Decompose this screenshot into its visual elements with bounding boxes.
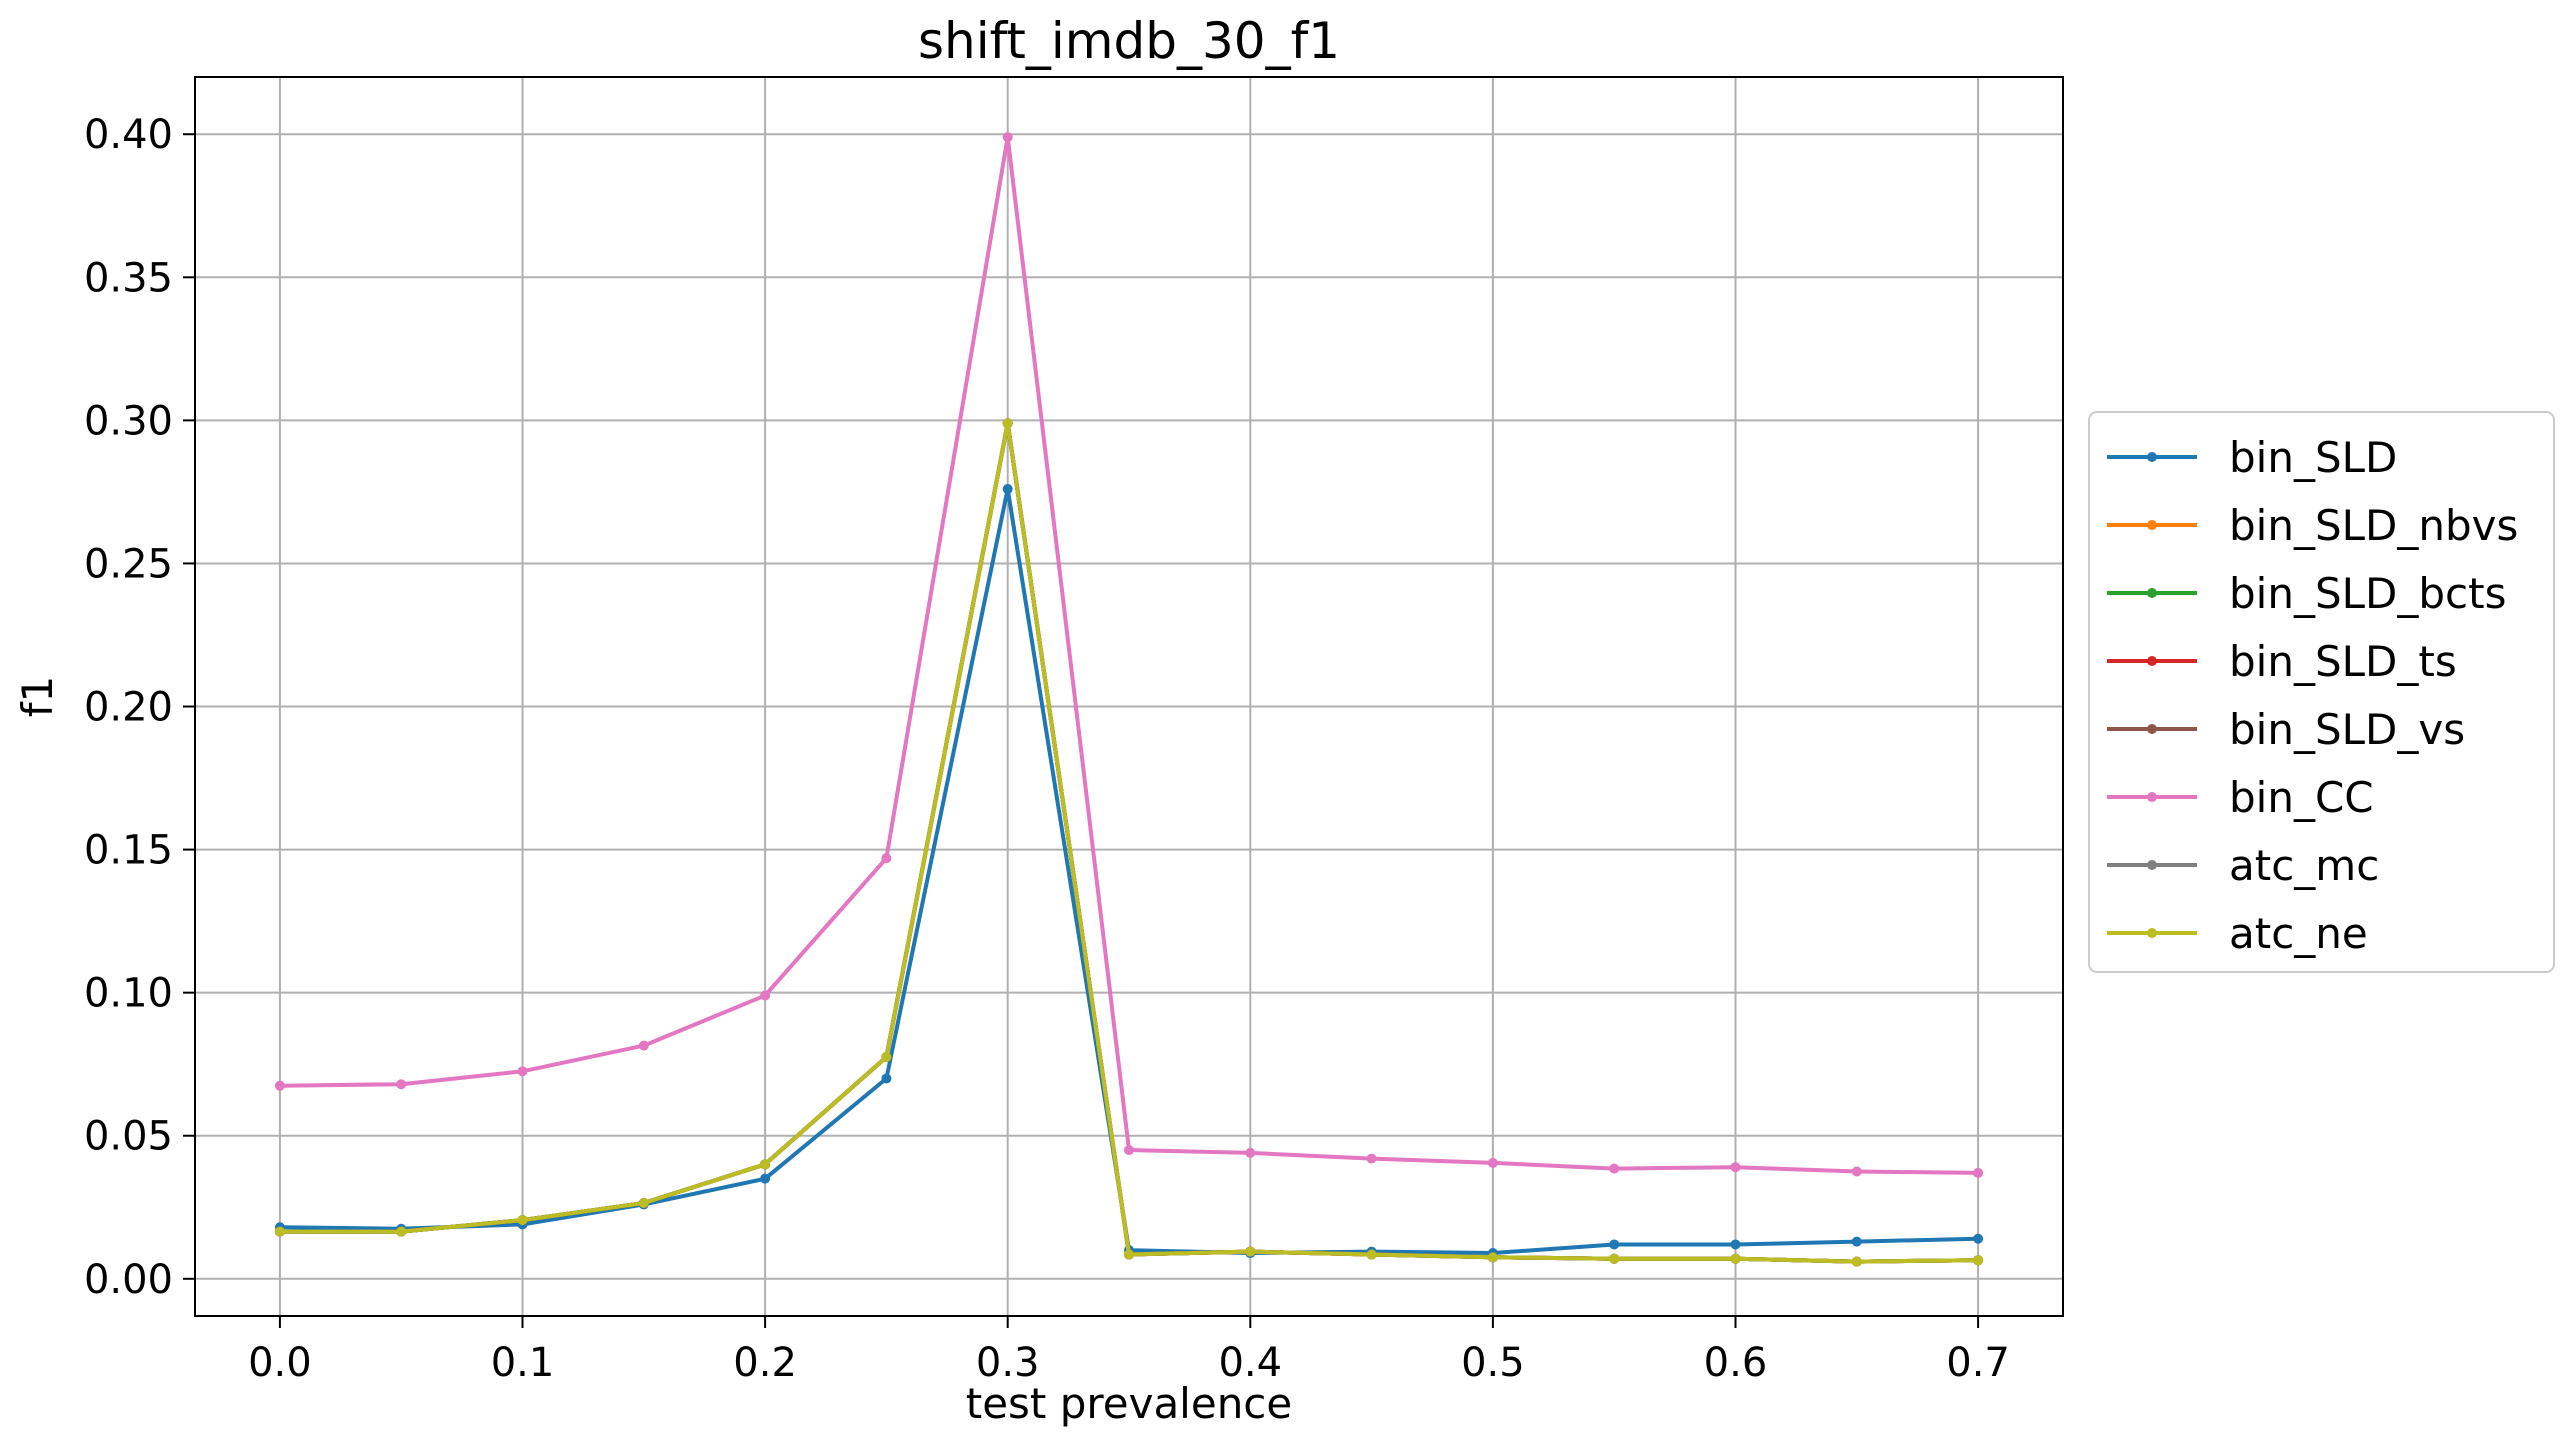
- legend-item-bin_SLD_ts: bin_SLD_ts: [2107, 637, 2457, 686]
- data-point: [1245, 1147, 1256, 1158]
- legend-item-bin_SLD_nbvs: bin_SLD_nbvs: [2107, 501, 2518, 550]
- data-point: [638, 1040, 649, 1051]
- plot-frame: [194, 76, 2064, 1317]
- x-tick-label: 0.2: [733, 1340, 797, 1386]
- legend-item-atc_ne: atc_ne: [2107, 909, 2368, 958]
- data-point: [881, 853, 892, 864]
- x-axis-label: test prevalence: [966, 1379, 1293, 1428]
- data-point: [274, 1080, 285, 1091]
- data-point: [638, 1197, 649, 1208]
- data-point: [1730, 1239, 1741, 1250]
- series-layer: [274, 132, 1984, 1267]
- data-point: [1366, 1249, 1377, 1260]
- legend-item-atc_mc: atc_mc: [2107, 841, 2379, 890]
- legend-swatch-marker: [2147, 792, 2157, 802]
- legend-item-bin_SLD: bin_SLD: [2107, 433, 2397, 482]
- data-point: [1730, 1253, 1741, 1264]
- legend: bin_SLD bin_SLD_nbvs bin_SLD_bcts bin_SLD_t…: [2088, 411, 2555, 973]
- legend-swatch-marker: [2147, 928, 2157, 938]
- series-bin_CC: [274, 132, 1984, 1178]
- ticks: 0.0 0.1 0.2 0.3 0.4 0.5 0.6 0.7 0.00 0.05 0.10 0.15…: [84, 112, 2010, 1386]
- data-point: [760, 1159, 771, 1170]
- data-point: [1851, 1236, 1862, 1247]
- legend-label: bin_SLD_vs: [2229, 705, 2465, 754]
- legend-label: atc_ne: [2229, 909, 2368, 958]
- data-point: [1973, 1255, 1984, 1266]
- legend-label: bin_CC: [2229, 773, 2374, 822]
- x-tick-label: 0.3: [976, 1340, 1040, 1386]
- x-tick-label: 0.4: [1218, 1340, 1282, 1386]
- data-point: [1609, 1253, 1620, 1264]
- legend-label: bin_SLD_ts: [2229, 637, 2457, 686]
- legend-item-bin_SLD_vs: bin_SLD_vs: [2107, 705, 2465, 754]
- legend-label: bin_SLD: [2229, 433, 2397, 482]
- data-point: [1487, 1252, 1498, 1263]
- data-point: [1366, 1153, 1377, 1164]
- data-point: [1609, 1239, 1620, 1250]
- legend-label: bin_SLD_bcts: [2229, 569, 2506, 618]
- data-point: [1609, 1163, 1620, 1174]
- chart-title: shift_imdb_30_f1: [918, 12, 1340, 70]
- series-atc_ne: [274, 418, 1984, 1267]
- data-point: [881, 1073, 892, 1084]
- data-point: [1002, 418, 1013, 429]
- legend-item-bin_SLD_bcts: bin_SLD_bcts: [2107, 569, 2506, 618]
- x-tick-label: 0.7: [1946, 1340, 2010, 1386]
- x-tick-label: 0.0: [248, 1340, 312, 1386]
- data-point: [760, 990, 771, 1001]
- y-tick-label: 0.05: [84, 1114, 173, 1160]
- y-tick-label: 0.20: [84, 685, 173, 731]
- legend-swatch-marker: [2147, 520, 2157, 530]
- data-point: [1245, 1246, 1256, 1257]
- data-point: [1851, 1166, 1862, 1177]
- data-point: [1124, 1145, 1134, 1156]
- data-point: [881, 1052, 892, 1063]
- y-tick-label: 0.30: [84, 398, 173, 444]
- data-point: [760, 1173, 771, 1184]
- data-point: [1002, 132, 1013, 143]
- y-tick-label: 0.35: [84, 255, 173, 301]
- data-point: [1851, 1256, 1862, 1267]
- data-point: [1973, 1167, 1984, 1178]
- data-point: [1487, 1157, 1498, 1168]
- legend-swatch-marker: [2147, 588, 2157, 598]
- legend-swatch-marker: [2147, 452, 2157, 462]
- data-point: [1730, 1162, 1741, 1173]
- x-tick-label: 0.1: [491, 1340, 555, 1386]
- data-point: [1002, 484, 1013, 495]
- y-axis-label: f1: [13, 676, 62, 718]
- data-point: [517, 1215, 528, 1226]
- data-point: [396, 1079, 407, 1090]
- y-tick-label: 0.00: [84, 1257, 173, 1303]
- legend-label: atc_mc: [2229, 841, 2379, 890]
- legend-label: bin_SLD_nbvs: [2229, 501, 2518, 550]
- legend-swatch-marker: [2147, 724, 2157, 734]
- legend-item-bin_CC: bin_CC: [2107, 773, 2374, 822]
- data-point: [396, 1226, 407, 1237]
- y-tick-label: 0.10: [84, 971, 173, 1017]
- x-tick-label: 0.6: [1704, 1340, 1768, 1386]
- legend-box: [2088, 411, 2555, 973]
- legend-swatch-marker: [2147, 860, 2157, 870]
- data-point: [517, 1066, 528, 1077]
- data-point: [1973, 1233, 1984, 1244]
- data-point: [1124, 1249, 1134, 1260]
- data-point: [274, 1226, 285, 1237]
- legend-swatch-marker: [2147, 656, 2157, 666]
- x-tick-label: 0.5: [1461, 1340, 1525, 1386]
- y-tick-label: 0.40: [84, 112, 173, 158]
- y-tick-label: 0.25: [84, 541, 173, 587]
- y-tick-label: 0.15: [84, 828, 173, 874]
